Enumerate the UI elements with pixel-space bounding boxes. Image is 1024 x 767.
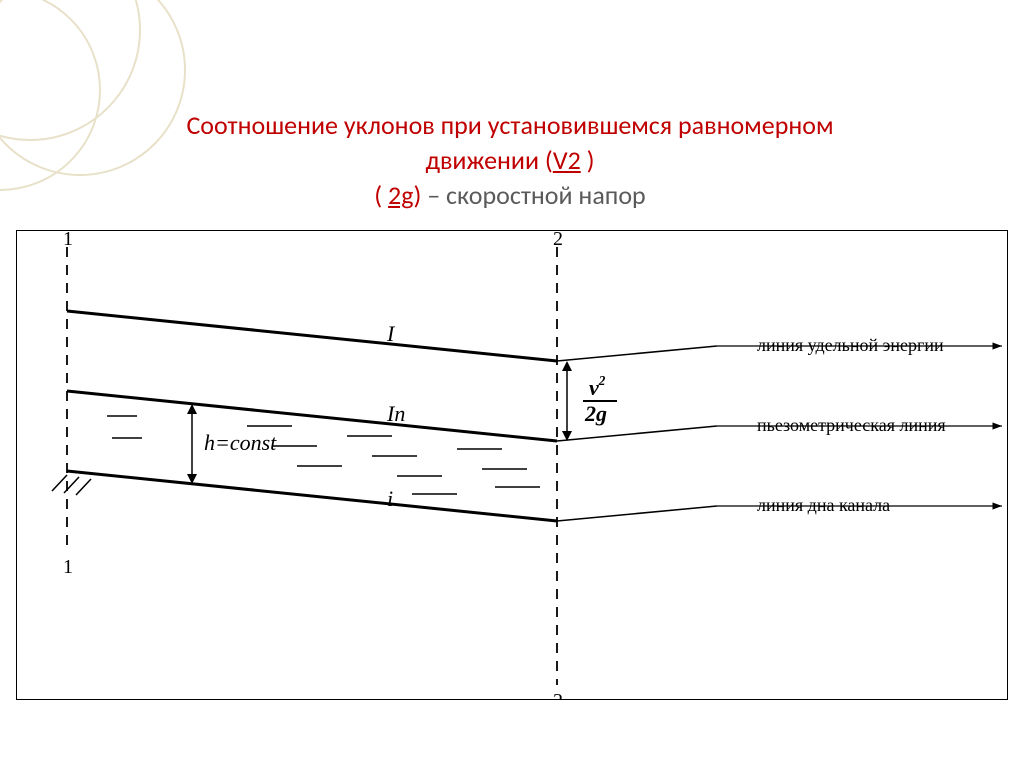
section-label-top: 2 (553, 231, 563, 250)
bottom-line-symbol: i (387, 486, 393, 511)
bottom-line (67, 471, 557, 521)
piezometric-line-symbol: Iп (386, 401, 405, 426)
section-label-top: 1 (63, 231, 73, 250)
energy-line-right (557, 346, 717, 361)
ground-hatch (52, 475, 67, 491)
title-line2-right: ) (581, 144, 595, 176)
title-line2-left: движении ( (425, 144, 552, 176)
velocity-head-numerator: v2 (589, 373, 606, 400)
energy-line (67, 311, 557, 361)
title-v2: V2 (553, 144, 581, 176)
section-label-bottom: 1 (63, 556, 73, 578)
title-line3-mid: ) (413, 179, 427, 211)
title-line3-left: ( (374, 179, 388, 211)
ground-hatch (76, 479, 91, 495)
bottom-line-right (557, 506, 717, 521)
vh-arrow-up (562, 361, 572, 371)
section-label-bottom: 2 (553, 690, 563, 699)
title-line3-right: – скоростной напор (427, 179, 645, 211)
diagram-svg: 1 1 2 2 I Iп i линия удельной энергии пьезометри… (17, 231, 1007, 699)
diagram-frame: 1 1 2 2 I Iп i линия удельной энергии пьезометри… (16, 230, 1008, 700)
title-line1: Соотношение уклонов при установившемся р… (186, 109, 833, 141)
label-piezometric: пьезометрическая линия (757, 415, 946, 435)
title-2g: 2g (388, 179, 413, 211)
piezometric-line-right (557, 426, 717, 441)
energy-line-symbol: I (386, 321, 396, 346)
piezometric-line (67, 391, 557, 441)
label-energy: линия удельной энергии (757, 335, 944, 355)
slide-title: Соотношение уклонов при установившемся р… (60, 108, 960, 213)
label-bottom: линия дна канала (757, 495, 890, 515)
depth-label: h=const (204, 430, 277, 455)
velocity-head-denominator: 2g (584, 401, 607, 426)
